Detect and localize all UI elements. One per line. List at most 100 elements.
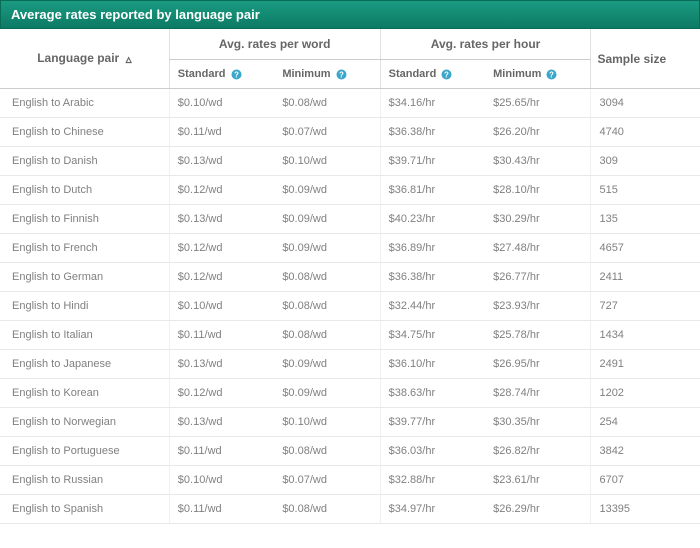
table-row: English to Spanish$0.11/wd$0.08/wd$34.97… — [0, 495, 700, 524]
sort-ascending-icon: ▵ — [126, 52, 132, 66]
cell-word-minimum: $0.08/wd — [274, 263, 380, 292]
cell-sample-size: 4740 — [591, 118, 700, 147]
cell-sample-size: 4657 — [591, 234, 700, 263]
col-word-standard[interactable]: Standard ? — [169, 60, 274, 89]
svg-text:?: ? — [234, 70, 239, 79]
cell-word-standard: $0.10/wd — [169, 292, 274, 321]
cell-hour-minimum: $23.61/hr — [485, 466, 591, 495]
cell-hour-standard: $39.77/hr — [380, 408, 485, 437]
col-word-minimum[interactable]: Minimum ? — [274, 60, 380, 89]
help-icon[interactable]: ? — [544, 68, 557, 80]
cell-word-standard: $0.10/wd — [169, 89, 274, 118]
table-row: English to Chinese$0.11/wd$0.07/wd$36.38… — [0, 118, 700, 147]
col-group-per-word: Avg. rates per word — [169, 29, 380, 60]
cell-word-minimum: $0.09/wd — [274, 350, 380, 379]
cell-hour-standard: $32.88/hr — [380, 466, 485, 495]
cell-hour-minimum: $28.74/hr — [485, 379, 591, 408]
table-row: English to Arabic$0.10/wd$0.08/wd$34.16/… — [0, 89, 700, 118]
cell-hour-minimum: $30.29/hr — [485, 205, 591, 234]
table-row: English to Dutch$0.12/wd$0.09/wd$36.81/h… — [0, 176, 700, 205]
cell-hour-standard: $34.75/hr — [380, 321, 485, 350]
cell-hour-standard: $32.44/hr — [380, 292, 485, 321]
cell-hour-minimum: $23.93/hr — [485, 292, 591, 321]
cell-word-standard: $0.13/wd — [169, 205, 274, 234]
cell-sample-size: 3842 — [591, 437, 700, 466]
cell-hour-minimum: $26.77/hr — [485, 263, 591, 292]
cell-word-minimum: $0.07/wd — [274, 118, 380, 147]
cell-language-pair: English to Korean — [0, 379, 169, 408]
svg-text:?: ? — [444, 70, 449, 79]
cell-language-pair: English to Dutch — [0, 176, 169, 205]
cell-hour-minimum: $30.43/hr — [485, 147, 591, 176]
col-group-per-hour: Avg. rates per hour — [380, 29, 591, 60]
table-row: English to Italian$0.11/wd$0.08/wd$34.75… — [0, 321, 700, 350]
cell-language-pair: English to Hindi — [0, 292, 169, 321]
cell-word-minimum: $0.09/wd — [274, 234, 380, 263]
table-row: English to Hindi$0.10/wd$0.08/wd$32.44/h… — [0, 292, 700, 321]
cell-language-pair: English to Chinese — [0, 118, 169, 147]
cell-language-pair: English to Spanish — [0, 495, 169, 524]
help-icon[interactable]: ? — [334, 68, 347, 80]
cell-word-minimum: $0.09/wd — [274, 379, 380, 408]
help-icon[interactable]: ? — [229, 68, 242, 80]
col-sample-size[interactable]: Sample size — [591, 29, 700, 89]
cell-word-standard: $0.11/wd — [169, 495, 274, 524]
cell-word-standard: $0.13/wd — [169, 350, 274, 379]
col-hour-standard[interactable]: Standard ? — [380, 60, 485, 89]
cell-language-pair: English to Arabic — [0, 89, 169, 118]
help-icon[interactable]: ? — [439, 68, 452, 80]
col-hour-minimum[interactable]: Minimum ? — [485, 60, 591, 89]
col-language-pair[interactable]: Language pair ▵ — [0, 29, 169, 89]
cell-hour-minimum: $26.20/hr — [485, 118, 591, 147]
cell-hour-minimum: $27.48/hr — [485, 234, 591, 263]
cell-word-minimum: $0.08/wd — [274, 292, 380, 321]
cell-hour-minimum: $26.95/hr — [485, 350, 591, 379]
cell-hour-minimum: $25.78/hr — [485, 321, 591, 350]
cell-word-minimum: $0.10/wd — [274, 147, 380, 176]
cell-word-minimum: $0.10/wd — [274, 408, 380, 437]
cell-word-standard: $0.10/wd — [169, 466, 274, 495]
title-bar: Average rates reported by language pair — [0, 0, 700, 29]
cell-hour-minimum: $28.10/hr — [485, 176, 591, 205]
table-row: English to German$0.12/wd$0.08/wd$36.38/… — [0, 263, 700, 292]
cell-word-standard: $0.11/wd — [169, 437, 274, 466]
cell-sample-size: 254 — [591, 408, 700, 437]
col-language-pair-label: Language pair — [37, 51, 119, 65]
cell-word-standard: $0.12/wd — [169, 176, 274, 205]
table-row: English to Portuguese$0.11/wd$0.08/wd$36… — [0, 437, 700, 466]
cell-hour-standard: $36.38/hr — [380, 118, 485, 147]
cell-hour-standard: $36.38/hr — [380, 263, 485, 292]
cell-word-minimum: $0.08/wd — [274, 495, 380, 524]
table-row: English to Finnish$0.13/wd$0.09/wd$40.23… — [0, 205, 700, 234]
table-row: English to Japanese$0.13/wd$0.09/wd$36.1… — [0, 350, 700, 379]
table-row: English to Danish$0.13/wd$0.10/wd$39.71/… — [0, 147, 700, 176]
cell-word-minimum: $0.08/wd — [274, 437, 380, 466]
svg-text:?: ? — [339, 70, 344, 79]
cell-language-pair: English to Portuguese — [0, 437, 169, 466]
cell-sample-size: 6707 — [591, 466, 700, 495]
cell-sample-size: 2411 — [591, 263, 700, 292]
page-title: Average rates reported by language pair — [11, 7, 260, 22]
cell-word-minimum: $0.09/wd — [274, 205, 380, 234]
cell-sample-size: 13395 — [591, 495, 700, 524]
cell-word-standard: $0.11/wd — [169, 321, 274, 350]
cell-hour-standard: $36.89/hr — [380, 234, 485, 263]
cell-hour-standard: $34.16/hr — [380, 89, 485, 118]
cell-language-pair: English to Finnish — [0, 205, 169, 234]
table-row: English to French$0.12/wd$0.09/wd$36.89/… — [0, 234, 700, 263]
cell-word-minimum: $0.08/wd — [274, 321, 380, 350]
cell-hour-standard: $36.03/hr — [380, 437, 485, 466]
cell-sample-size: 727 — [591, 292, 700, 321]
rates-table: Language pair ▵ Avg. rates per word Avg.… — [0, 29, 700, 524]
cell-hour-minimum: $26.82/hr — [485, 437, 591, 466]
cell-word-minimum: $0.09/wd — [274, 176, 380, 205]
table-row: English to Norwegian$0.13/wd$0.10/wd$39.… — [0, 408, 700, 437]
svg-text:?: ? — [550, 70, 555, 79]
cell-word-standard: $0.11/wd — [169, 118, 274, 147]
cell-hour-minimum: $30.35/hr — [485, 408, 591, 437]
cell-language-pair: English to Japanese — [0, 350, 169, 379]
cell-hour-standard: $36.81/hr — [380, 176, 485, 205]
cell-word-standard: $0.12/wd — [169, 379, 274, 408]
cell-word-minimum: $0.08/wd — [274, 89, 380, 118]
cell-sample-size: 1434 — [591, 321, 700, 350]
